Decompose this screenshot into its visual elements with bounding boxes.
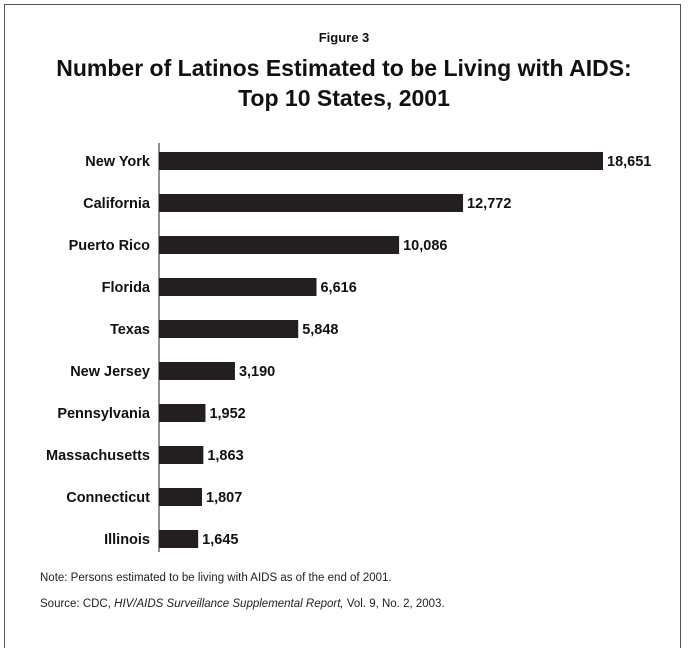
bar <box>159 278 317 296</box>
chart-source: Source: CDC, HIV/AIDS Surveillance Suppl… <box>40 598 445 610</box>
value-label: 3,190 <box>239 364 275 380</box>
category-label: Puerto Rico <box>69 238 151 254</box>
bar <box>159 152 603 170</box>
bar <box>159 194 464 212</box>
value-label: 5,848 <box>302 322 338 338</box>
chart-title-line-2: Top 10 States, 2001 <box>238 85 450 111</box>
bar <box>159 488 203 506</box>
value-label: 1,952 <box>209 406 245 422</box>
bar <box>159 320 299 338</box>
category-label: New Jersey <box>70 364 150 380</box>
value-label: 10,086 <box>403 238 447 254</box>
value-label: 12,772 <box>467 196 511 212</box>
category-label: Florida <box>102 280 151 296</box>
category-label: Pennsylvania <box>57 406 151 422</box>
category-label: Texas <box>110 322 150 338</box>
source-report-title: HIV/AIDS Surveillance Supplemental Repor… <box>114 598 344 610</box>
figure-label: Figure 3 <box>318 30 370 45</box>
bar <box>159 362 235 380</box>
value-label: 18,651 <box>607 154 651 170</box>
category-label: Massachusetts <box>46 448 150 464</box>
value-label: 1,863 <box>207 448 243 464</box>
bar <box>159 446 204 464</box>
source-prefix: Source: CDC, <box>40 598 115 610</box>
category-label: California <box>83 196 151 212</box>
value-label: 6,616 <box>320 280 356 296</box>
category-label: New York <box>85 154 151 170</box>
chart-frame <box>4 4 681 648</box>
bar <box>159 530 199 548</box>
category-label: Connecticut <box>66 490 150 506</box>
chart-note: Note: Persons estimated to be living wit… <box>40 572 392 584</box>
bar <box>159 236 400 254</box>
value-label: 1,807 <box>206 490 242 506</box>
chart-title: Number of Latinos Estimated to be Living… <box>0 53 688 113</box>
chart-title-line-1: Number of Latinos Estimated to be Living… <box>56 55 632 81</box>
source-suffix: Vol. 9, No. 2, 2003. <box>343 598 445 610</box>
category-label: Illinois <box>104 532 150 548</box>
value-label: 1,645 <box>202 532 238 548</box>
bar <box>159 404 206 422</box>
